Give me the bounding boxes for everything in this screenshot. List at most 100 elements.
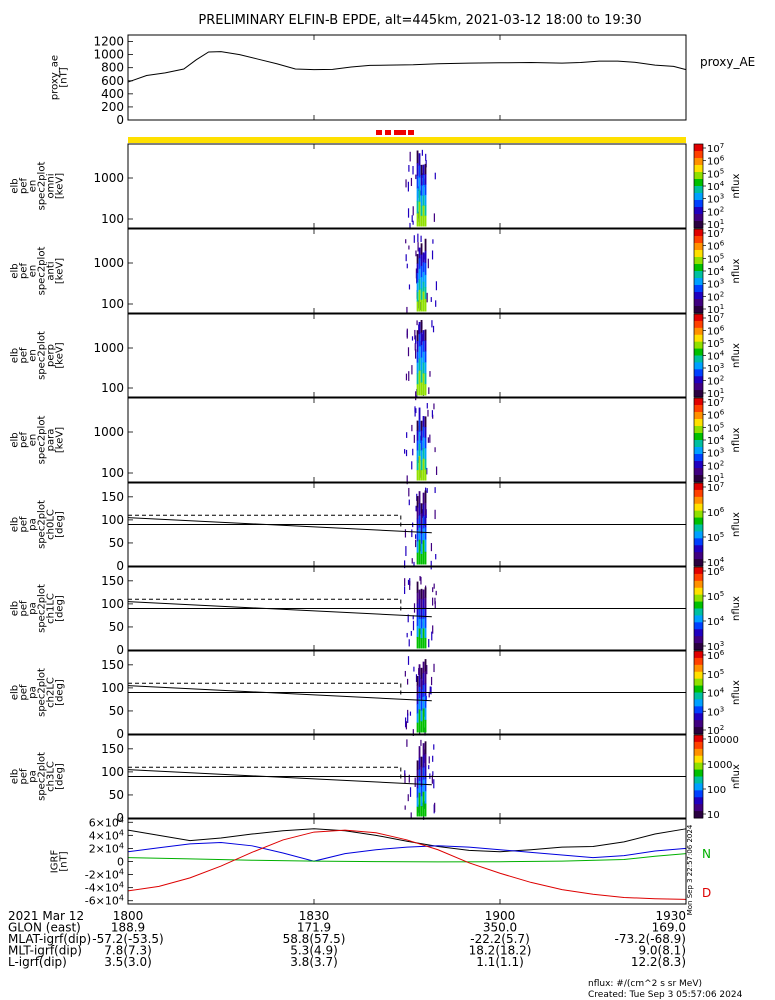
panel-ch1-speckle — [412, 620, 415, 631]
panel-ch3-ytick-label: 100 — [101, 765, 124, 779]
panel-ch1-burst — [418, 638, 421, 649]
panel-para-speckle — [429, 434, 431, 443]
panel-ch3-colorbar-seg — [694, 755, 703, 764]
panel-ch0-colorbar-seg — [694, 489, 703, 498]
panel-ch0-burst — [418, 515, 421, 529]
panel-ae-ylabel-line: proxy_ae — [50, 55, 61, 100]
panel-anti-colorbar-label: 107 — [707, 227, 724, 240]
panel-para-burst — [424, 437, 427, 449]
panel-ch0-colorbar-seg — [694, 524, 703, 532]
panel-omni-burst — [420, 195, 423, 207]
panel-para-colorbar-label: 103 — [707, 447, 724, 460]
panel-anti-speckle — [405, 239, 407, 244]
panel-omni-speckle — [407, 181, 409, 192]
panel-ae-ylabel-line: [nT] — [59, 67, 70, 87]
panel-ch0-ytick-label: 100 — [101, 513, 124, 527]
panel-ch0-speckle — [405, 546, 407, 557]
orbit-row-value: 1800 — [113, 909, 144, 923]
panel-para-speckle — [411, 461, 413, 470]
panel-ch1-ytick-label: 0 — [116, 643, 124, 657]
panel-ch2-speckle — [407, 656, 410, 665]
panel-anti-speckle — [415, 268, 417, 279]
panel-perp-colorbar-seg — [694, 341, 703, 350]
panel-para-burst — [420, 450, 423, 461]
panel-ch3-speckle — [408, 774, 410, 783]
panel-ch2-speckle — [404, 717, 407, 728]
panel-perp-colorbar-label: 104 — [707, 350, 725, 363]
panel-ch2-burst — [420, 667, 423, 680]
panel-para-burst — [422, 458, 425, 470]
panel-ch3-burst — [424, 766, 427, 780]
panel-perp-colorbar-seg — [694, 327, 703, 336]
panel-ch0-colorbar-seg — [694, 496, 703, 505]
panel-ch2-colorbar-seg — [694, 685, 703, 693]
panel-ch2-burst — [418, 698, 421, 710]
panel-anti-speckle — [408, 284, 411, 290]
panel-para-burst — [416, 430, 419, 441]
panel-perp-burst — [424, 351, 427, 363]
panel-omni-ylabel-line: pef — [19, 178, 30, 195]
panel-omni-burst — [416, 150, 419, 164]
panel-perp-colorbar-seg — [694, 348, 703, 356]
panel-para-speckle — [426, 403, 428, 409]
panel-ch0-speckle — [411, 558, 413, 564]
panel-ch0-colorbar-seg — [694, 517, 703, 525]
panel-ch3-burst — [416, 769, 419, 780]
panel-anti-speckle — [435, 300, 437, 307]
panel-omni-speckle — [407, 208, 410, 218]
panel-omni-ytick-label: 1000 — [93, 171, 124, 185]
panel-anti-ylabel-line: anti — [46, 261, 57, 280]
panel-omni-colorbar-seg — [694, 172, 703, 180]
orbit-row-value: 350.0 — [483, 921, 517, 935]
panel-ch1-burst — [418, 628, 421, 639]
panel-para-ylabel-line: elb — [10, 432, 21, 447]
orbit-row-value: -57.2(-53.5) — [92, 932, 163, 946]
panel-anti-colorbar-seg — [694, 299, 703, 307]
panel-igrf-ylabel-line: IGRF — [50, 850, 61, 874]
panel-anti-colorbar-seg — [694, 236, 703, 244]
panel-para-speckle — [415, 408, 417, 414]
panel-ch0-colorbar-label: 107 — [707, 481, 724, 494]
panel-perp-burst — [422, 362, 425, 374]
panel-ch2-burst — [416, 704, 419, 714]
panel-anti-burst — [416, 273, 419, 284]
panel-anti-speckle — [408, 245, 410, 250]
panel-perp-speckle — [432, 325, 435, 333]
panel-ch3-ylabel-line: elb — [10, 769, 21, 784]
panel-omni-burst — [422, 185, 425, 196]
panel-ch1-colorbar-seg — [694, 643, 703, 651]
panel-ch3-speckle — [432, 755, 434, 762]
panel-ae-ytick-label: 800 — [101, 61, 124, 75]
panel-para-burst — [422, 437, 425, 449]
panel-para-burst — [422, 448, 425, 460]
panel-omni-speckle — [425, 160, 427, 168]
panel-ch3-burst — [422, 779, 425, 793]
panel-ch0-speckle — [430, 543, 433, 552]
panel-ch1-speckle — [408, 639, 410, 647]
panel-omni-burst — [420, 215, 423, 227]
panel-ch2-colorbar-seg — [694, 706, 703, 714]
panel-para-burst — [418, 431, 421, 445]
panel-ch0-speckle — [435, 554, 437, 560]
panel-ch2-ylabel-line: [deg] — [55, 679, 66, 706]
panel-para-colorbar-label: 107 — [707, 396, 724, 409]
panel-omni-burst — [416, 163, 419, 177]
panel-perp-burst — [416, 351, 419, 364]
panel-ch3-speckle — [433, 744, 435, 750]
panel-ch3-burst — [422, 791, 425, 805]
panel-ch0-speckle — [434, 487, 436, 494]
panel-perp-speckle — [408, 371, 410, 381]
panel-anti-colorbar-label: 102 — [707, 290, 724, 303]
panel-perp-frame — [127, 313, 687, 398]
panel-para-speckle — [434, 447, 436, 453]
panel-ch3-ylabel-line: pef — [19, 768, 30, 785]
panel-perp-speckle — [407, 347, 410, 357]
panel-anti-speckle — [427, 258, 429, 269]
panel-ch1-burst — [422, 638, 425, 649]
panel-igrf-ytick-label: 0 — [117, 856, 124, 869]
panel-ch0-burst — [416, 530, 419, 542]
panel-ch2-ylabel-line: pa — [28, 686, 39, 698]
panel-ch1-burst — [422, 628, 425, 639]
panel-para-speckle — [411, 424, 413, 432]
panel-perp-burst — [420, 332, 423, 346]
